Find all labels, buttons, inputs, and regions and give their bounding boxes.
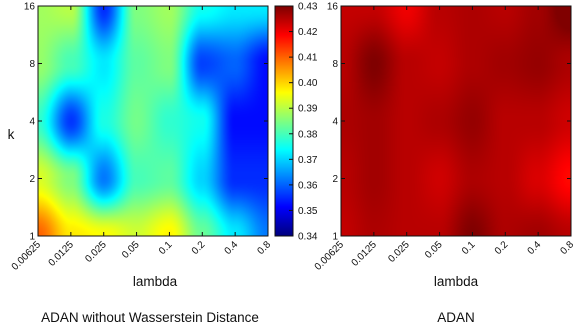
x-tick-label: 0.1 xyxy=(460,239,478,257)
y-tick-label: 16 xyxy=(327,2,339,13)
y-tick-label: 4 xyxy=(29,117,35,128)
heatmap-right-surface xyxy=(341,6,571,236)
x-tick-label: 0.025 xyxy=(83,239,109,265)
colorbar-tick-label: 0.34 xyxy=(298,232,318,243)
colorbar-gradient xyxy=(275,6,293,236)
x-tick-label: 0.05 xyxy=(120,239,142,261)
colorbar-tick-label: 0.36 xyxy=(298,180,318,191)
x-tick-label: 0.1 xyxy=(157,239,175,257)
colorbar-tick-label: 0.42 xyxy=(298,27,318,38)
y-tick-label: 8 xyxy=(332,59,338,70)
y-tick-label: 8 xyxy=(29,59,35,70)
y-tick-label: 4 xyxy=(332,117,338,128)
x-tick-label: 0.05 xyxy=(423,239,445,261)
colorbar: 0.34 0.35 0.36 0.37 0.38 0.39 0.40 0.41 0.42 0.43 xyxy=(274,2,318,243)
heatmap-left-surface xyxy=(38,6,268,236)
x-tick-label: 0.2 xyxy=(493,239,511,257)
x-tick-label: 0.00625 xyxy=(10,239,44,273)
y-tick-label: 1 xyxy=(29,232,35,243)
heatmap-left-title: ADAN without Wasserstein Distance xyxy=(41,310,259,325)
heatmap-right: 0.00625 0.0125 0.025 0.05 0.1 0.2 0.4 0.8 1 2 4 8 16… xyxy=(313,2,577,326)
colorbar-frame xyxy=(274,5,294,237)
colorbar-ticks: 0.34 0.35 0.36 0.37 0.38 0.39 0.40 0.41 0.42 0.43 xyxy=(289,2,318,243)
x-tick-label: 0.8 xyxy=(256,239,274,257)
y-tick-label: 1 xyxy=(332,232,338,243)
y-tick-label: 16 xyxy=(24,2,36,13)
heatmap-left: 0.00625 0.0125 0.025 0.05 0.1 0.2 0.4 0.8 1 2 4 8 16… xyxy=(8,2,274,326)
y-tick-label: 2 xyxy=(332,174,338,185)
colorbar-tick-label: 0.41 xyxy=(298,53,318,64)
x-tick-label: 0.0125 xyxy=(350,239,380,269)
colorbar-tick-label: 0.38 xyxy=(298,129,318,140)
x-tick-label: 0.00625 xyxy=(313,239,347,273)
x-tick-label: 0.4 xyxy=(223,239,241,257)
heatmap-left-ylabel: k xyxy=(8,127,15,142)
x-tick-label: 0.8 xyxy=(559,239,577,257)
colorbar-tick-label: 0.39 xyxy=(298,104,318,115)
colorbar-tick-label: 0.35 xyxy=(298,206,318,217)
x-tick-label: 0.4 xyxy=(526,239,544,257)
heatmap-right-title: ADAN xyxy=(437,310,475,325)
colorbar-tick-label: 0.43 xyxy=(298,2,318,13)
heatmap-left-xlabel: lambda xyxy=(133,274,178,289)
heatmap-right-xlabel: lambda xyxy=(434,274,479,289)
colorbar-tick-label: 0.40 xyxy=(298,78,318,89)
x-tick-label: 0.0125 xyxy=(47,239,77,269)
colorbar-tick-label: 0.37 xyxy=(298,155,318,166)
x-tick-label: 0.025 xyxy=(386,239,412,265)
y-tick-label: 2 xyxy=(29,174,35,185)
x-tick-label: 0.2 xyxy=(190,239,208,257)
